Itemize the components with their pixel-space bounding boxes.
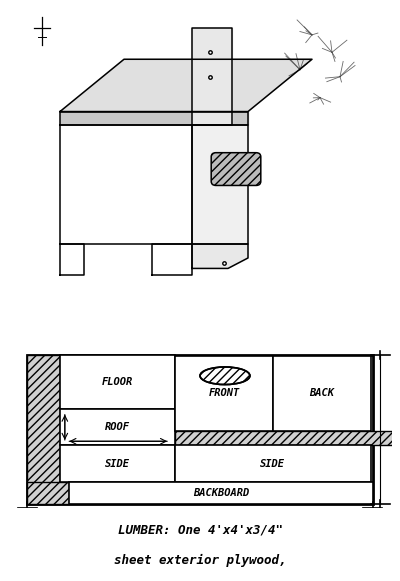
Polygon shape — [192, 28, 232, 125]
Text: ROOF: ROOF — [105, 422, 130, 432]
Polygon shape — [192, 125, 248, 244]
Bar — [60, 445, 175, 482]
Polygon shape — [60, 112, 248, 125]
Bar — [27, 482, 70, 504]
Text: FRONT: FRONT — [208, 388, 240, 399]
Text: SIDE: SIDE — [260, 458, 286, 469]
Polygon shape — [152, 244, 192, 275]
Text: BACK: BACK — [310, 388, 334, 399]
Bar — [27, 355, 60, 504]
Bar — [70, 482, 373, 504]
Bar — [175, 356, 273, 431]
Bar — [60, 409, 175, 445]
Ellipse shape — [200, 367, 250, 385]
Bar — [175, 445, 371, 482]
Polygon shape — [60, 59, 312, 112]
Bar — [60, 355, 175, 409]
Text: LUMBER: One 4'x4'x3/4": LUMBER: One 4'x4'x3/4" — [118, 523, 282, 537]
Text: FLOOR: FLOOR — [102, 377, 133, 387]
Polygon shape — [192, 244, 248, 268]
Polygon shape — [60, 125, 192, 244]
Text: BACKBOARD: BACKBOARD — [193, 488, 249, 498]
Text: SIDE: SIDE — [105, 458, 130, 469]
Bar — [273, 356, 371, 431]
Polygon shape — [60, 244, 84, 275]
Text: sheet exterior plywood,: sheet exterior plywood, — [114, 554, 286, 567]
Bar — [175, 431, 400, 445]
FancyBboxPatch shape — [211, 153, 261, 185]
